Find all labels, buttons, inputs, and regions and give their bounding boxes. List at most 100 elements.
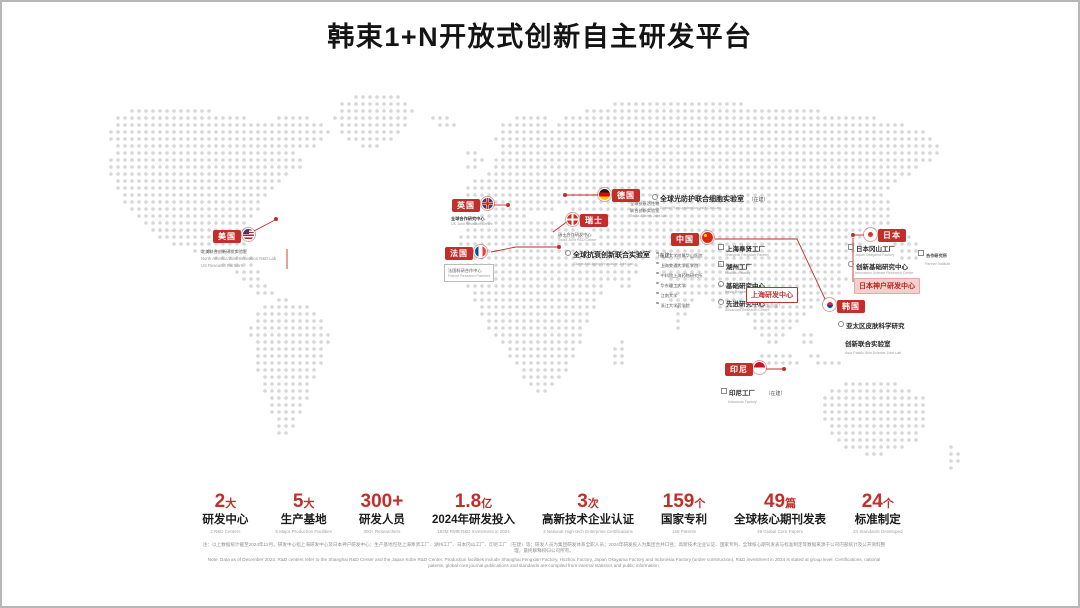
- marker-china: 中国: [671, 233, 699, 246]
- germany-paren: （在建）: [748, 197, 769, 203]
- uk-callout: 全球合作研究中心 UK Joint Research Centre: [451, 215, 493, 227]
- stat-label: 研发人员: [358, 514, 405, 526]
- footnotes: 注：以上数据统计截至2024年12月。研发中心指上海研发中心及日本神户研发中心；…: [202, 542, 886, 572]
- factory-icon: [721, 387, 727, 394]
- stat-value: 5: [292, 491, 304, 512]
- stat-value: 3: [577, 491, 588, 512]
- china-partner-5: 江南大学: [660, 293, 678, 298]
- stat-label: 生产基地: [280, 514, 327, 526]
- switzerland-callout-below: 瑞士合作研发中心 Swiss Joint R&D Center: [558, 231, 596, 243]
- stat-suffix: 个: [694, 498, 706, 510]
- indonesia-flag-icon: [753, 361, 766, 374]
- usa-flag-icon: [242, 228, 255, 241]
- france-paren: （在建）: [654, 253, 675, 259]
- china-flag-icon: [701, 231, 714, 244]
- indonesia-line: 印尼工厂: [729, 390, 755, 397]
- stat-suffix: 个: [882, 498, 894, 510]
- germany-flag-icon: [598, 188, 611, 201]
- marker-indonesia: 印尼: [725, 363, 753, 376]
- stat-suffix: 大: [225, 498, 237, 510]
- germany-callout: 全球光防护联合细胞实验室 （在建） Global Photo-protectio…: [652, 188, 768, 211]
- research-icon: [718, 280, 724, 287]
- map-dots: [109, 95, 960, 470]
- marker-usa-label: 美国: [218, 232, 236, 241]
- lab-icon: [838, 320, 844, 327]
- stat-sublabel: 5 Major Production Facilities: [275, 529, 332, 534]
- swiss-right-1: 全球抗衰活性物: [630, 201, 660, 206]
- stat-label: 研发中心: [202, 514, 249, 526]
- korea-line-en: Asia-Pacific Skin Science Joint Lab: [845, 351, 902, 355]
- japan-side-en: Partner Institute: [925, 262, 951, 266]
- switzerland-flag-icon: [566, 213, 579, 226]
- stat-value: 49: [763, 491, 786, 512]
- china-facility-2: 湖州工厂: [726, 263, 752, 271]
- usa-line-2: North America Joint Innovation R&D Lab: [201, 256, 277, 261]
- footnote-en: Note: Data as of December 2024. R&D cent…: [207, 556, 881, 569]
- stat-value: 2: [214, 491, 226, 512]
- indonesia-paren: （在建）: [765, 391, 786, 397]
- uk-line-en: UK Joint Research Centre: [451, 222, 493, 226]
- marker-france: 法国: [445, 247, 473, 260]
- footnote-cn: 注：以上数据统计截至2024年12月。研发中心指上海研发中心及日本神户研发中心；…: [202, 542, 886, 554]
- stat-sublabel: 3 National High-tech Enterprise Certific…: [543, 529, 633, 534]
- indonesia-callout: 印尼工厂 （在建） Indonesia Factory: [721, 382, 785, 405]
- marker-usa: 美国: [213, 230, 241, 243]
- stat-patents: 159个 国家专利 159 Patents: [661, 492, 708, 535]
- stat-sublabel: 300+ Researchers: [363, 529, 401, 534]
- stat-label: 国家专利: [661, 514, 708, 526]
- usa-line-1: 北美联合创新研发实验室: [201, 249, 248, 254]
- korea-line-2: 创新联合实验室: [845, 341, 891, 348]
- marker-korea: 韩国: [837, 300, 865, 313]
- stat-value: 300+: [360, 491, 404, 512]
- kobe-rd-center-box: 日本神户研发中心: [854, 278, 920, 294]
- marker-germany-label: 德国: [617, 191, 635, 200]
- china-partner-4: 华东理工大学: [660, 283, 686, 288]
- france-box-1: 法国科研合作中心: [448, 268, 482, 273]
- stat-label: 标准制定: [854, 514, 901, 526]
- marker-japan: 日本: [878, 229, 906, 242]
- stat-label: 2024年研发投入: [431, 514, 516, 526]
- china-facility-2-en: Huzhou Factory: [725, 270, 751, 275]
- shanghai-rd-center-box: 上海研发中心: [746, 287, 798, 303]
- lab-icon: [652, 193, 658, 200]
- switzerland-callout-right: 全球抗衰活性物 联合创新实验室 Swiss Actives Joint Lab: [630, 200, 667, 219]
- japan-item-1-en: Japan Okayama Factory: [855, 253, 895, 257]
- stat-suffix: 大: [303, 498, 315, 510]
- swiss-below-1: 瑞士合作研发中心: [558, 232, 592, 237]
- usa-line-3: US Research Partners: [201, 263, 243, 268]
- marker-china-label: 中国: [676, 235, 694, 244]
- stat-standards: 24个 标准制定 24 Standards Developed: [853, 492, 903, 535]
- bullet-icon: [656, 271, 659, 275]
- page-title: 韩束1+N开放式创新自主研发平台: [327, 22, 753, 52]
- factory-icon: [718, 261, 724, 268]
- bullet-icon: [656, 251, 659, 255]
- stat-sublabel: 2 R&D Centers: [210, 529, 241, 534]
- china-partner-1: 复旦大学附属华山医院: [660, 253, 703, 258]
- china-partner-2: 上海交通大学医学院: [660, 263, 699, 268]
- research-icon: [848, 261, 854, 268]
- stat-sublabel: 24 Standards Developed: [853, 529, 903, 534]
- lab-icon: [565, 249, 571, 256]
- marker-germany: 德国: [612, 189, 640, 202]
- marker-japan-label: 日本: [883, 231, 901, 240]
- marker-uk-label: 英国: [457, 201, 475, 210]
- stat-suffix: 篇: [785, 498, 797, 510]
- factory-icon: [848, 243, 854, 250]
- china-facility-1-en: Shanghai Fengxian Factory: [725, 253, 769, 257]
- bullet-icon: [656, 281, 659, 285]
- stat-label: 全球核心期刊发表: [734, 514, 827, 526]
- uk-line: 全球合作研究中心: [451, 216, 485, 221]
- bullet-icon: [656, 301, 659, 305]
- stat-production-bases: 5大 生产基地 5 Major Production Facilities: [275, 491, 332, 535]
- stat-rd-investment: 1.8亿 2024年研发投入 182M RMB R&D Investment i…: [431, 491, 516, 535]
- shanghai-rd-sub-text: （全球研发总部）: [749, 303, 783, 308]
- stat-value: 1.8: [454, 491, 482, 512]
- china-facility-list: 上海奉贤工厂 Shanghai Fengxian Factory 湖州工厂 Hu…: [718, 243, 769, 315]
- china-facility-3: 基础研究中心: [726, 283, 765, 290]
- germany-line: 全球光防护联合细胞实验室: [660, 196, 744, 203]
- stats-row: 2大 研发中心 2 R&D Centers 5大 生产基地 5 Major Pr…: [142, 491, 963, 535]
- china-facility-4-en: Advanced Research Center: [725, 307, 770, 312]
- japan-side-text: 合作研究所: [926, 253, 947, 258]
- stat-researchers: 300+ 研发人员 300+ Researchers: [358, 491, 405, 535]
